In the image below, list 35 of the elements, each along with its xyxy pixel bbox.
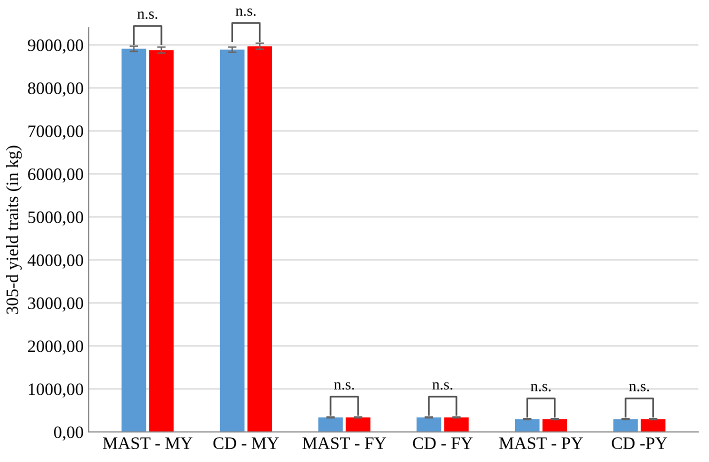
x-tick-label: CD -PY [612,437,668,450]
bar [416,417,442,432]
y-tick-label: 4000,00 [28,254,84,269]
y-axis-title: 305-d yield traits (in kg) [6,146,22,314]
bar [149,50,174,432]
x-tick-label: MAST - PY [499,437,583,450]
bar [514,419,540,432]
y-tick-label: 5000,00 [28,211,84,226]
text: n.s. [236,8,256,16]
bar [318,417,343,432]
annotation: n.s. [432,382,452,390]
y-tick-label: 0,00 [54,426,84,441]
bar [640,419,666,432]
y-tick-label: 8000,00 [28,82,84,97]
text: n.s. [137,12,158,19]
annotation: n.s. [530,384,551,392]
bar [247,46,272,432]
y-tick-label: 6000,00 [28,168,84,183]
bar [542,419,568,432]
x-tick-label: CD - FY [412,437,473,450]
annotation: n.s. [629,384,649,392]
y-tick-label: 2000,00 [28,340,84,355]
x-tick-label: CD - MY [213,437,279,450]
y-tick-label: 7000,00 [28,125,84,140]
bar [220,50,244,432]
bar [613,419,638,432]
y-tick-label: 1000,00 [28,383,84,398]
bar [122,48,146,432]
bar [444,417,469,432]
annotation: n.s. [334,382,354,390]
y-tick-label: 9000,00 [28,39,84,54]
x-tick-label: MAST - MY [102,437,192,450]
bar [346,417,370,432]
y-tick-label: 3000,00 [28,297,84,312]
x-tick-label: MAST - FY [302,437,386,450]
